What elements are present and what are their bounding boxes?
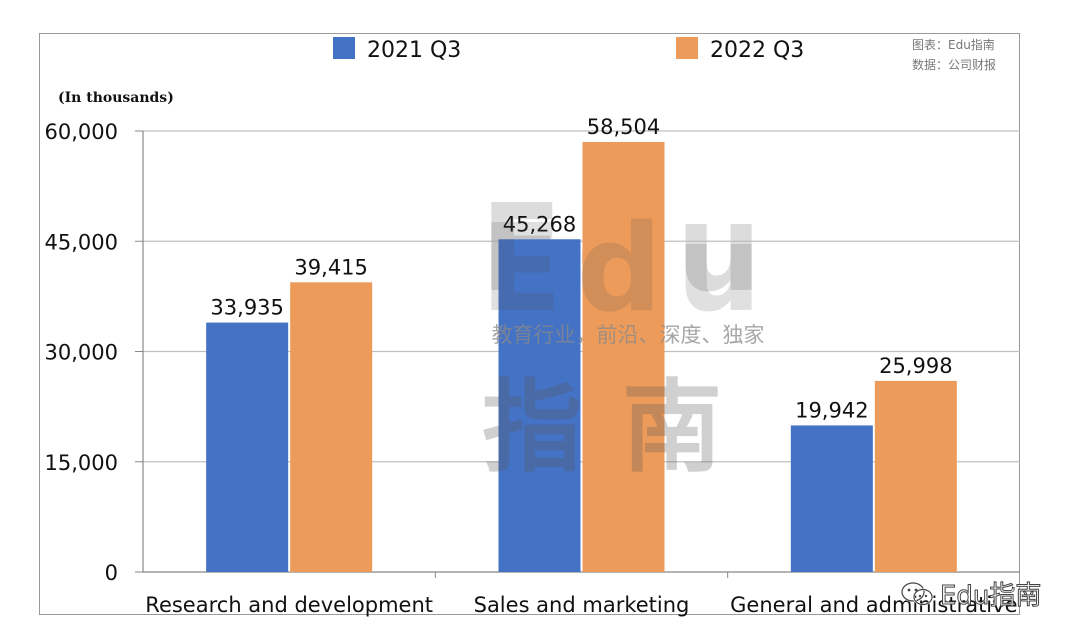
legend-label: 2022 Q3 [710,38,804,63]
y-tick-label: 60,000 [45,120,118,144]
y-tick-label: 30,000 [45,341,118,365]
x-tick-label: Sales and marketing [474,593,690,617]
x-tick-label: Research and development [145,593,433,617]
watermark-slogan: 教育行业，前沿、深度、独家 [492,323,765,347]
watermark-mark-overlay: Edu [480,200,775,339]
data-label: 58,504 [587,115,660,139]
data-label: 39,415 [294,255,367,279]
bar [498,239,581,572]
x-tick-label: General and administrative [730,593,1017,617]
data-label: 25,998 [879,354,952,378]
legend-label: 2021 Q3 [367,38,461,63]
bar [206,322,289,572]
unit-note: (In thousands) [58,90,174,106]
bar [290,282,373,572]
data-source-label: 数据：公司财报 [912,58,997,72]
watermark-mark-bottom: 指南 [482,369,762,486]
legend-swatch [333,37,355,59]
y-tick-label: 0 [105,561,118,585]
bar [582,141,665,572]
bar [790,425,873,572]
bar [874,380,957,572]
y-tick-label: 45,000 [45,230,118,254]
data-label: 19,942 [795,398,868,422]
chart-frame [39,33,1020,615]
y-tick-label: 15,000 [45,451,118,475]
chart-source-label: 图表：Edu指南 [912,38,995,52]
data-label: 45,268 [503,212,576,236]
legend-swatch [676,37,698,59]
data-label: 33,935 [210,296,283,320]
